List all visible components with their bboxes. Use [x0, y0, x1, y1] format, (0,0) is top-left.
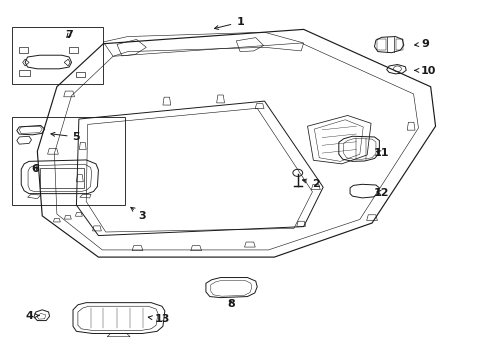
Bar — [377, 40, 386, 50]
Text: 12: 12 — [374, 188, 390, 198]
Text: 4: 4 — [25, 311, 39, 320]
Bar — [12, 117, 125, 205]
Text: 5: 5 — [51, 132, 80, 142]
Bar — [76, 72, 85, 77]
Text: 1: 1 — [215, 17, 244, 30]
Text: 2: 2 — [302, 179, 319, 189]
Text: 3: 3 — [131, 207, 146, 221]
Bar — [69, 47, 78, 53]
Text: 7: 7 — [65, 30, 73, 40]
Text: 6: 6 — [31, 164, 39, 174]
Bar — [12, 27, 103, 84]
Text: 13: 13 — [148, 314, 170, 324]
Text: 9: 9 — [415, 39, 430, 49]
Text: 10: 10 — [415, 66, 436, 76]
Bar — [19, 69, 29, 76]
Text: 11: 11 — [374, 148, 390, 158]
Bar — [19, 47, 27, 53]
Text: 8: 8 — [227, 299, 235, 309]
Bar — [396, 40, 403, 50]
Bar — [40, 168, 84, 188]
